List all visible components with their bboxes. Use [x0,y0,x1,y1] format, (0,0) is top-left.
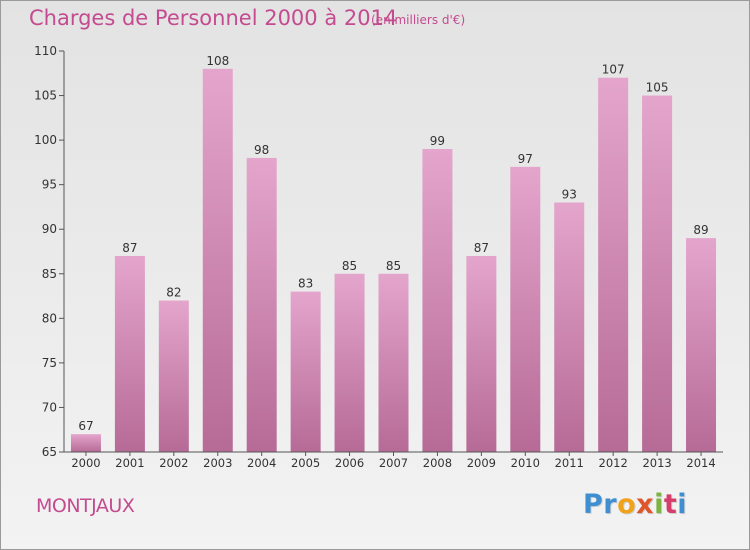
data-label: 108 [206,54,229,68]
x-tick-label: 2010 [511,456,540,470]
data-label: 107 [602,63,625,77]
x-tick-label: 2005 [291,456,320,470]
y-tick-label: 95 [42,178,57,192]
bar [114,255,145,452]
data-label: 67 [78,419,93,433]
data-label: 87 [122,241,137,255]
y-tick-label: 75 [42,356,57,370]
y-tick-label: 105 [34,89,57,103]
y-tick-label: 90 [42,222,57,236]
x-tick-label: 2009 [467,456,496,470]
x-tick-label: 2012 [599,456,628,470]
bar [422,149,453,452]
data-label: 85 [342,259,357,273]
logo-part: i [654,489,664,520]
bar [378,273,409,452]
chart-title: Charges de Personnel 2000 à 2014 [29,6,398,30]
bar [642,95,673,453]
y-tick-label: 110 [34,44,57,58]
chart-subtitle: (en milliers d'€) [371,13,466,27]
x-tick-label: 2002 [159,456,188,470]
bar [686,238,717,452]
x-tick-label: 2008 [423,456,452,470]
x-tick-label: 2001 [115,456,144,470]
x-tick-label: 2004 [247,456,276,470]
x-tick-label: 2003 [203,456,232,470]
data-label: 97 [518,152,533,166]
bar [334,273,365,452]
data-label: 99 [430,134,445,148]
x-tick-label: 2014 [686,456,715,470]
logo-part: o [617,489,637,520]
y-tick-label: 65 [42,445,57,459]
data-label: 105 [646,81,669,95]
bar [158,300,189,452]
bar [598,77,629,452]
commune-name: MONTJAUX [36,495,135,517]
x-tick-label: 2000 [71,456,100,470]
logo-part: x [636,489,655,520]
y-tick-label: 80 [42,311,57,325]
logo-part: i [677,489,688,520]
data-label: 83 [298,277,313,291]
x-tick-label: 2007 [379,456,408,470]
data-label: 98 [254,143,269,157]
bar [290,291,321,452]
data-label: 85 [386,259,401,273]
data-label: 93 [562,187,577,201]
y-tick-label: 100 [34,133,57,147]
logo-part: Pr [583,489,618,520]
y-tick-label: 85 [42,267,57,281]
x-tick-label: 2011 [555,456,584,470]
bar [70,434,101,452]
bar [510,166,541,452]
bar [466,255,497,452]
bar [554,202,585,452]
logo-part: t [663,489,678,520]
bar [246,157,277,452]
data-label: 82 [166,286,181,300]
data-label: 87 [474,241,489,255]
proxiti-logo: Proxiti [583,489,687,520]
x-tick-label: 2013 [642,456,671,470]
y-tick-label: 70 [42,400,57,414]
x-tick-label: 2006 [335,456,364,470]
data-label: 89 [693,223,708,237]
bar [202,68,233,453]
